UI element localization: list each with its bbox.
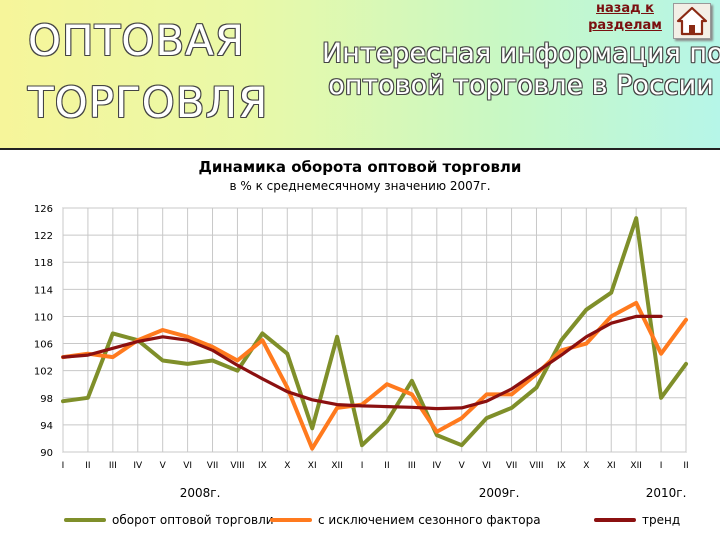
x-tick-label: II [85, 461, 90, 471]
y-tick-label: 118 [34, 258, 53, 269]
legend: оборот оптовой торговли с исключением сез… [64, 513, 680, 527]
x-tick-label: VII [207, 461, 218, 471]
y-tick-label: 110 [34, 312, 53, 323]
y-tick-label: 90 [40, 448, 53, 459]
home-button[interactable] [673, 3, 711, 39]
x-tick-label: XI [607, 461, 616, 471]
year-label: 2009г. [479, 486, 520, 500]
x-tick-label: IX [258, 461, 267, 471]
y-tick-label: 106 [34, 340, 53, 351]
x-tick-label: V [160, 461, 167, 471]
year-label: 2008г. [180, 486, 221, 500]
x-tick-label: VI [482, 461, 491, 471]
legend-label: тренд [642, 513, 680, 527]
x-tick-label: I [62, 461, 65, 471]
x-tick-label: I [361, 461, 364, 471]
section-title-line1: ОПТОВАЯ [28, 16, 246, 65]
x-tick-label: III [109, 461, 117, 471]
series-line [61, 216, 688, 448]
series-line [61, 300, 688, 451]
x-tick-label: II [384, 461, 389, 471]
x-tick-label: IX [557, 461, 566, 471]
x-tick-label: VI [183, 461, 192, 471]
x-tick-label: III [408, 461, 416, 471]
chart-title: Динамика оборота оптовой торговли [199, 158, 522, 176]
subtitle-line1: Интересная информация по [322, 38, 720, 69]
subtitle-line2: оптовой торговле в России [328, 70, 714, 101]
series-lines [61, 216, 688, 451]
plot-area [62, 207, 687, 453]
slide-subtitle: Интересная информация по оптовой торговл… [322, 38, 720, 102]
legend-label: оборот оптовой торговли [112, 513, 274, 527]
x-tick-label: IV [133, 461, 143, 471]
y-tick-label: 122 [34, 231, 53, 242]
y-tick-label: 114 [34, 285, 53, 296]
x-tick-label: II [683, 461, 688, 471]
y-tick-label: 98 [40, 394, 53, 405]
back-to-sections-link[interactable]: назад к разделам [588, 1, 662, 33]
x-tick-label: XI [308, 461, 317, 471]
series-line [61, 314, 663, 411]
section-title-line2: ТОРГОВЛЯ [28, 78, 269, 127]
x-tick-label: V [459, 461, 466, 471]
chart-subtitle: в % к среднемесячному значению 2007г. [229, 179, 490, 193]
x-tick-label: VIII [230, 461, 244, 471]
x-tick-label: I [660, 461, 663, 471]
chart-panel: Динамика оборота оптовой торговли в % к … [0, 148, 720, 542]
x-tick-label: VII [506, 461, 517, 471]
y-tick-label: 126 [34, 204, 53, 215]
turnover-chart: Динамика оборота оптовой торговли в % к … [34, 158, 689, 527]
legend-label: с исключением сезонного фактора [318, 513, 541, 527]
x-tick-label: X [583, 461, 589, 471]
home-icon [676, 6, 708, 36]
x-tick-label: XII [331, 461, 342, 471]
y-tick-label: 102 [34, 367, 53, 378]
year-label: 2010г. [646, 486, 687, 500]
x-tick-label: XII [630, 461, 641, 471]
x-tick-label: IV [432, 461, 442, 471]
grid [62, 207, 687, 453]
y-tick-label: 94 [40, 421, 53, 432]
x-tick-label: X [284, 461, 290, 471]
x-tick-label: VIII [529, 461, 543, 471]
section-title: ОПТОВАЯ ТОРГОВЛЯ [28, 10, 268, 134]
